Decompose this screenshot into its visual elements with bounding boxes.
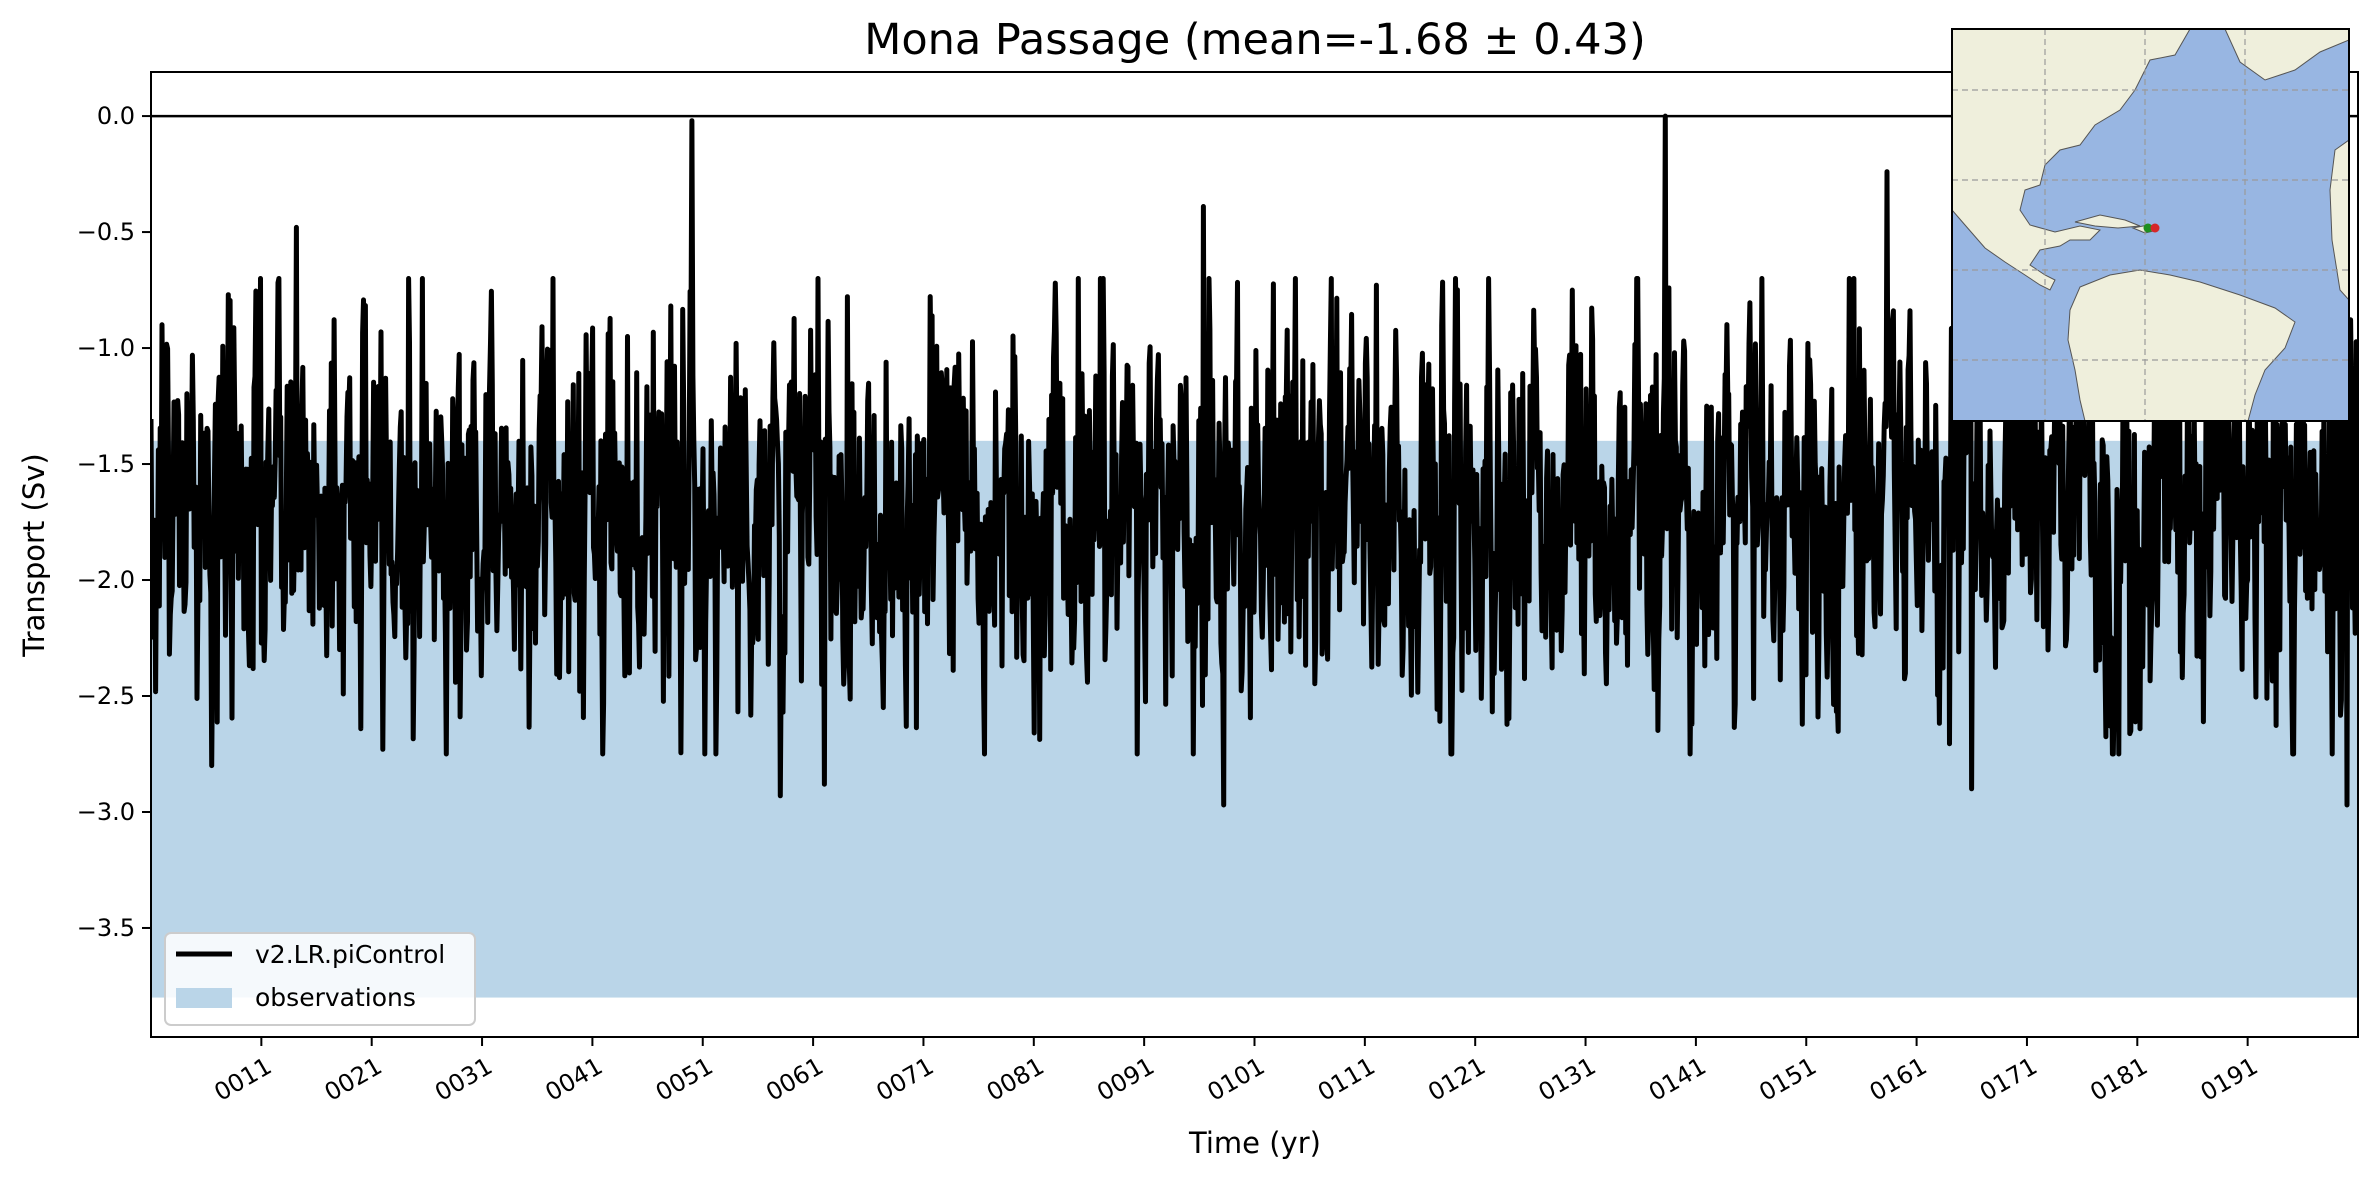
x-tick-label: 0091 — [1092, 1052, 1159, 1107]
y-tick-label: −2.0 — [77, 566, 135, 594]
y-tick-label: −2.5 — [77, 682, 135, 710]
x-tick-label: 0141 — [1644, 1052, 1711, 1107]
x-tick-label: 0171 — [1975, 1052, 2042, 1107]
chart-title: Mona Passage (mean=-1.68 ± 0.43) — [864, 15, 1646, 65]
x-tick-label: 0061 — [761, 1052, 828, 1107]
x-axis-label: Time (yr) — [1188, 1126, 1321, 1160]
map-station-marker-red — [2150, 223, 2160, 233]
y-axis-label: Transport (Sv) — [17, 453, 51, 658]
x-tick-label: 0041 — [541, 1052, 608, 1107]
x-tick-label: 0021 — [320, 1052, 387, 1107]
x-tick-label: 0121 — [1423, 1052, 1490, 1107]
y-tick-label: 0.0 — [97, 102, 135, 130]
x-tick-label: 0111 — [1313, 1052, 1380, 1107]
x-tick-label: 0101 — [1203, 1052, 1270, 1107]
x-tick-label: 0031 — [430, 1052, 497, 1107]
legend: v2.LR.piControl observations — [164, 932, 476, 1026]
x-tick-label: 0161 — [1865, 1052, 1932, 1107]
x-tick-label: 0191 — [2196, 1052, 2263, 1107]
x-tick-label: 0011 — [209, 1052, 276, 1107]
map-land-north-america — [1952, 29, 2191, 291]
x-tick-label: 0181 — [2085, 1052, 2152, 1107]
y-axis: 0.0 −0.5 −1.0 −1.5 −2.0 −2.5 −3.0 −3.5 — [77, 102, 151, 942]
legend-box — [164, 932, 476, 1026]
legend-label-series: v2.LR.piControl — [255, 940, 445, 969]
y-tick-label: −3.5 — [77, 914, 135, 942]
map-land-south-america — [2067, 269, 2296, 421]
map-station-marker-green — [2143, 223, 2153, 233]
x-tick-label: 0081 — [982, 1052, 1049, 1107]
x-tick-label: 0131 — [1534, 1052, 1601, 1107]
map-land-cuba — [2074, 214, 2141, 229]
map-land-greenland — [2224, 29, 2349, 81]
plot-area — [151, 113, 2358, 998]
x-tick-label: 0071 — [872, 1052, 939, 1107]
x-axis: 0011 0021 0031 0041 0051 0061 0071 0081 0091 0101… — [209, 1037, 2263, 1107]
legend-swatch-observations — [176, 988, 232, 1008]
x-tick-label: 0151 — [1754, 1052, 1821, 1107]
y-tick-label: −3.0 — [77, 798, 135, 826]
x-tick-label: 0051 — [651, 1052, 718, 1107]
inset-map — [1951, 28, 2350, 422]
legend-label-observations: observations — [255, 983, 416, 1012]
y-tick-label: −0.5 — [77, 218, 135, 246]
y-tick-label: −1.0 — [77, 334, 135, 362]
series-line-v2-lr-picontrol — [151, 113, 2358, 808]
y-tick-label: −1.5 — [77, 450, 135, 478]
map-frame — [1951, 28, 2350, 422]
